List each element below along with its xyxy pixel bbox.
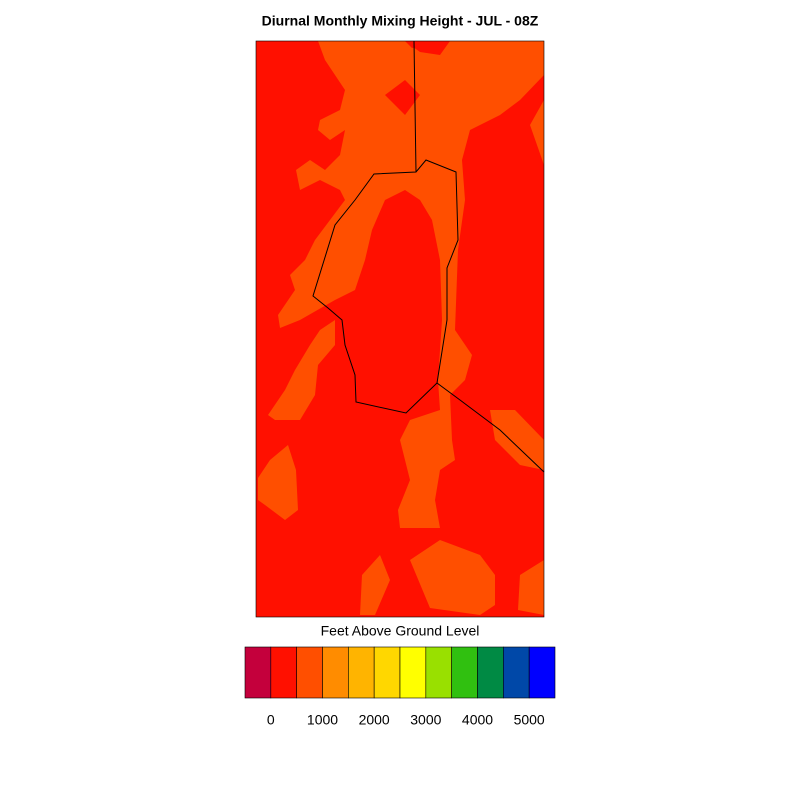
contour-area (360, 555, 390, 615)
colorbar-box (373, 646, 401, 699)
contour-area (518, 560, 544, 615)
colorbar-box (322, 646, 349, 699)
boundary (436, 382, 545, 473)
colorbar-box (296, 646, 323, 699)
contour-area (278, 41, 544, 528)
colorbar-tick-label: 2000 (359, 712, 390, 728)
colorbar-box (244, 646, 272, 699)
colorbar-tick-label: 1000 (307, 712, 338, 728)
boundary (312, 159, 459, 414)
title: Diurnal Monthly Mixing Height - JUL - 08… (262, 13, 539, 29)
contour-area (405, 41, 450, 55)
colorbar: 0 1000 2000 3000 4000 5000 (244, 646, 556, 728)
colorbar-box (477, 646, 504, 699)
colorbar-tick-label: 5000 (514, 712, 545, 728)
colorbar-box (348, 646, 375, 699)
boundary (413, 40, 417, 173)
contour-area (258, 445, 298, 520)
colorbar-box (451, 646, 478, 699)
colorbar-tick-label: 4000 (462, 712, 493, 728)
colorbar-box (503, 646, 530, 699)
colorbar-box (528, 646, 556, 699)
colorbar-tick-label: 0 (267, 712, 275, 728)
contour-area (530, 100, 544, 165)
map (255, 40, 545, 618)
colorbar-label: Feet Above Ground Level (321, 623, 480, 639)
contour-area (268, 320, 335, 420)
colorbar-box (425, 646, 452, 699)
colorbar-box (270, 646, 297, 699)
contour-area (410, 540, 495, 615)
colorbar-tick-label: 3000 (410, 712, 441, 728)
colorbar-box (399, 646, 427, 699)
contour-area (385, 80, 420, 115)
contour-area (490, 410, 544, 470)
map-frame (255, 40, 545, 618)
